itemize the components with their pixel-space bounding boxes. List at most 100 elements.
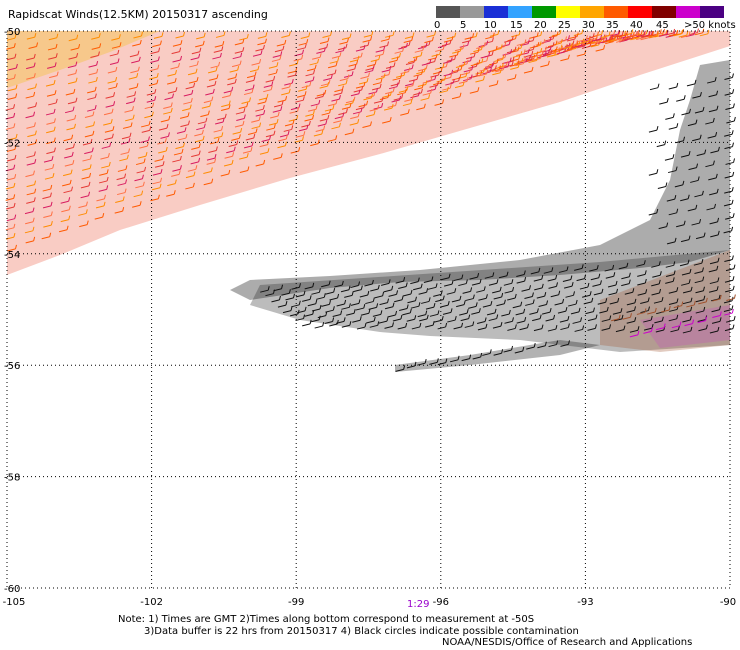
wind-barb <box>396 82 399 87</box>
wind-barb <box>56 33 59 38</box>
wind-barb <box>298 300 301 305</box>
wind-barb <box>556 282 559 287</box>
wind-barb <box>75 97 78 102</box>
wind-barb <box>462 40 471 44</box>
wind-barb <box>732 142 734 147</box>
lat-tick-label: -54 <box>4 250 20 261</box>
wind-barb <box>530 56 533 61</box>
wind-barb <box>181 148 184 154</box>
wind-barb <box>374 295 383 299</box>
wind-barb <box>649 87 659 91</box>
wind-barb <box>661 297 664 302</box>
wind-barb <box>103 201 106 207</box>
wind-barb <box>350 285 359 289</box>
wind-barb <box>560 38 563 44</box>
wind-barb <box>110 118 113 124</box>
wind-barb <box>340 116 343 121</box>
wind-barb <box>397 92 406 96</box>
wind-barb <box>431 53 440 57</box>
wind-barb <box>710 234 719 238</box>
wind-barb <box>209 141 219 145</box>
wind-barb <box>521 58 524 63</box>
wind-barb <box>694 271 703 274</box>
wind-barb <box>658 226 667 230</box>
wind-barb <box>726 120 735 124</box>
wind-barb <box>103 194 106 199</box>
wind-barb <box>550 51 559 54</box>
wind-barb <box>152 172 162 176</box>
wind-barb <box>6 148 16 152</box>
wind-barb <box>475 32 478 37</box>
wind-barb <box>545 38 554 42</box>
wind-barb <box>65 147 74 151</box>
wind-barb <box>140 140 149 144</box>
wind-barb <box>496 314 499 319</box>
wind-barb <box>606 306 609 312</box>
wind-barb <box>557 310 567 314</box>
wind-barb <box>126 94 135 98</box>
wind-barb <box>640 310 649 314</box>
wind-barb <box>354 64 357 70</box>
wind-barb <box>454 48 464 52</box>
wind-barb <box>394 299 403 303</box>
wind-barb <box>298 128 308 132</box>
wind-barb <box>373 316 376 322</box>
wind-barb <box>576 278 585 282</box>
wind-barb <box>434 66 444 70</box>
wind-barb <box>531 50 534 56</box>
wind-barb <box>371 31 374 36</box>
wind-barb <box>388 279 391 284</box>
wind-barb <box>690 306 693 311</box>
wind-barb <box>453 326 462 330</box>
wind-barb <box>389 65 392 71</box>
wind-barb <box>725 319 735 323</box>
wind-barb <box>191 154 200 158</box>
wind-barb <box>680 239 690 243</box>
wind-barb <box>609 324 612 329</box>
wind-barb <box>709 192 718 196</box>
wind-barb <box>712 117 715 123</box>
wind-barb <box>590 44 599 48</box>
wind-barb <box>520 301 523 306</box>
wind-barb <box>449 359 459 363</box>
wind-barb <box>355 307 364 311</box>
wind-barb <box>613 29 616 35</box>
wind-barb <box>546 300 549 305</box>
wind-barb <box>334 69 337 74</box>
wind-barb <box>167 132 170 137</box>
wind-barb <box>544 292 547 297</box>
wind-barb <box>88 72 97 76</box>
wind-barb <box>682 310 691 314</box>
wind-barb <box>400 74 403 79</box>
wind-barb <box>25 221 34 225</box>
wind-barb <box>511 279 514 284</box>
wind-barb <box>680 198 689 202</box>
wind-barb <box>395 368 404 372</box>
wind-barb <box>731 130 734 135</box>
wind-barb <box>148 83 158 87</box>
wind-barb <box>470 74 473 79</box>
wind-barb <box>180 55 183 61</box>
wind-barb <box>467 41 470 46</box>
wind-barb <box>350 93 360 97</box>
wind-barb <box>322 35 331 39</box>
wind-barb <box>65 92 74 96</box>
wind-barb <box>84 134 93 138</box>
wind-barb <box>442 77 451 81</box>
wind-barb <box>454 315 457 321</box>
wind-barb <box>676 287 679 292</box>
wind-barb-row <box>6 31 651 162</box>
wind-barb <box>567 340 570 345</box>
wind-barb <box>87 108 96 112</box>
wind-barb <box>172 159 181 163</box>
wind-barb <box>429 59 432 64</box>
wind-barb <box>417 277 420 282</box>
wind-barb <box>352 128 355 133</box>
wind-barb <box>699 33 708 37</box>
swath-north-warm <box>7 31 730 275</box>
wind-barb <box>434 57 437 62</box>
wind-barb <box>613 272 616 277</box>
wind-barb-row <box>648 199 734 216</box>
wind-barb <box>462 81 465 86</box>
wind-barb <box>677 325 680 330</box>
